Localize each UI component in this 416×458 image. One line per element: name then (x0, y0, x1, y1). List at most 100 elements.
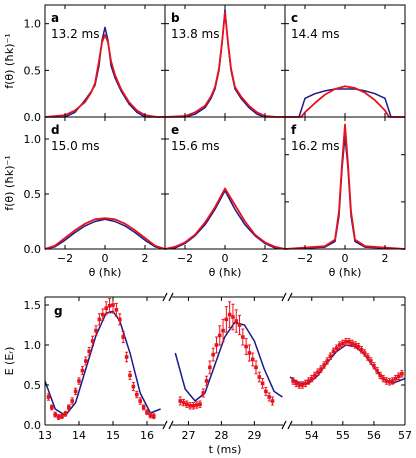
panel-d: −2 0 2 0.0 0.5 1.0 d 15.0 ms θ (ħk) f(θ) (ħk)⁻¹ (3, 116, 166, 279)
data-marker (356, 344, 361, 349)
x-tick-label: 29 (247, 429, 261, 442)
data-marker (381, 376, 386, 381)
data-point (306, 377, 311, 385)
data-marker (347, 340, 351, 344)
data-point (257, 371, 262, 383)
y-tick-label: 1.5 (24, 299, 42, 312)
panel-a: 0.0 0.5 1.0 a 13.2 ms f(θ) (ħk)⁻¹ (3, 4, 166, 124)
data-point (341, 339, 345, 348)
data-point (264, 386, 268, 396)
data-marker (316, 370, 320, 374)
y-tick-label: 0.0 (24, 111, 42, 124)
axis-break-slash (168, 292, 174, 302)
data-point (181, 398, 186, 407)
data-point (241, 328, 245, 346)
data-marker (214, 343, 219, 347)
theory-curve (44, 310, 161, 417)
data-point (217, 325, 222, 346)
data-marker (53, 412, 57, 417)
data-point (70, 397, 74, 405)
data-marker (124, 355, 129, 359)
panel-frame-c (284, 4, 406, 118)
data-point (372, 362, 376, 370)
data-point (121, 330, 125, 344)
axis-break-mark (162, 420, 174, 430)
data-marker (204, 379, 209, 383)
panel-letter-f: f (291, 123, 297, 137)
x-tick-label: 14 (72, 429, 86, 442)
data-point (234, 309, 239, 333)
y-tick-label: 0.0 (24, 419, 42, 432)
data-point (350, 339, 354, 348)
data-marker (217, 333, 222, 338)
data-point (322, 361, 326, 369)
data-point (73, 387, 78, 396)
experiment-curve-f (284, 123, 406, 250)
data-point (387, 378, 392, 386)
panel-frame-e (164, 116, 286, 250)
data-marker (104, 306, 108, 310)
x-axis-label: θ (ħk) (209, 266, 242, 279)
panel-frame-b (164, 4, 286, 118)
data-marker (375, 368, 379, 373)
data-point (344, 338, 348, 346)
theory-curve-b (165, 8, 285, 118)
axis-break-gap (164, 421, 172, 429)
data-marker (141, 405, 146, 410)
data-marker (319, 367, 323, 371)
data-point (267, 392, 271, 402)
data-point (194, 401, 199, 409)
data-point (201, 388, 206, 398)
x-tick-label: 0 (222, 252, 229, 265)
data-marker (107, 304, 112, 308)
data-marker (128, 373, 132, 378)
axis-break-mark (281, 420, 293, 430)
data-point (334, 344, 339, 352)
axis-break-slash (162, 292, 168, 302)
x-tick-label: 27 (181, 429, 195, 442)
data-marker (264, 389, 268, 394)
data-point (378, 371, 382, 380)
data-point (237, 314, 242, 336)
panel-frame-a (44, 4, 166, 118)
data-point (141, 404, 146, 411)
panel-letter-c: c (291, 11, 298, 25)
data-marker (270, 399, 275, 403)
experiment-curve-e (164, 187, 286, 250)
data-point (145, 409, 149, 416)
data-marker (303, 381, 308, 386)
data-point (291, 377, 295, 385)
data-point (124, 351, 129, 363)
data-point (347, 338, 351, 346)
data-point (104, 301, 108, 316)
data-point (63, 410, 68, 417)
data-marker (291, 379, 295, 383)
data-marker (50, 405, 54, 410)
data-marker (185, 402, 189, 406)
data-marker (90, 339, 95, 343)
data-marker (393, 376, 398, 381)
data-marker (387, 380, 392, 384)
x-tick-label: −2 (57, 252, 73, 265)
panel-f: −2 0 2 f 16.2 ms θ (ħk) (284, 116, 406, 279)
data-point (393, 374, 398, 383)
x-tick-label: 2 (262, 252, 269, 265)
data-point (152, 413, 156, 420)
data-marker (334, 346, 339, 350)
data-marker (181, 400, 186, 405)
data-marker (73, 389, 78, 394)
x-axis-label: θ (ħk) (329, 266, 362, 279)
data-marker (87, 349, 91, 354)
time-label-f: 16.2 ms (291, 139, 339, 153)
data-point (77, 377, 81, 385)
data-marker (331, 349, 336, 354)
data-point (369, 357, 373, 365)
data-marker (341, 341, 345, 346)
panel-frame-d (44, 116, 166, 250)
data-point (94, 325, 98, 336)
segment-2: 27 28 29 (172, 296, 284, 442)
data-point (67, 404, 71, 411)
panel-letter-b: b (171, 11, 180, 25)
data-marker (309, 376, 314, 381)
